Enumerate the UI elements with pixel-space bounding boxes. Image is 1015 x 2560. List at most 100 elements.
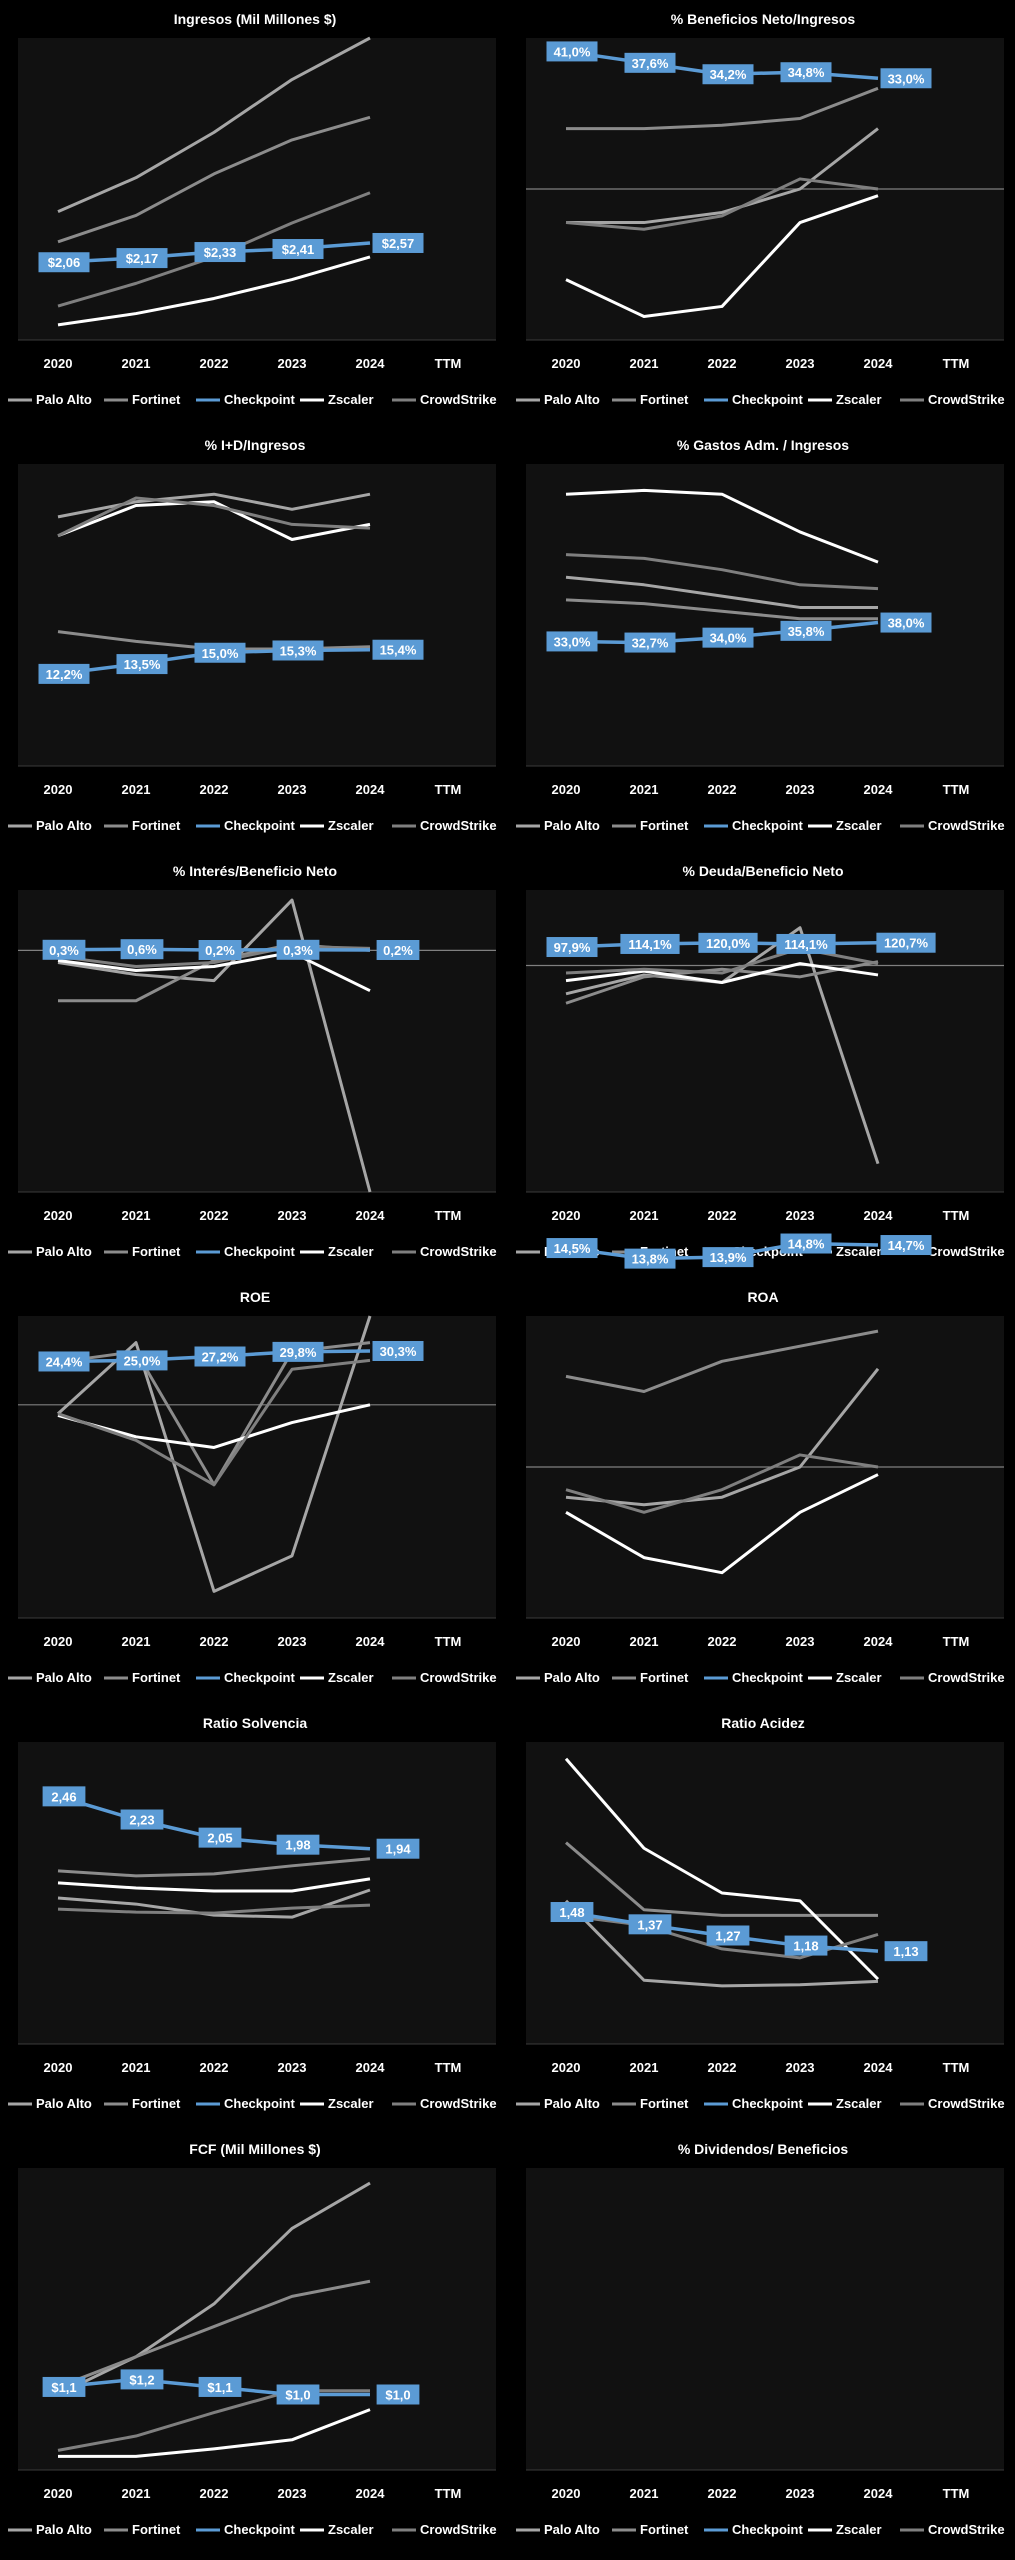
- legend-item-checkpoint: Checkpoint: [196, 1670, 295, 1685]
- data-label: 27,2%: [194, 1346, 246, 1367]
- data-label: 30,3%: [372, 1340, 424, 1361]
- data-label-text: 33,0%: [554, 634, 591, 649]
- series-line-zscaler: [57, 1877, 371, 1893]
- legend-label: Zscaler: [836, 818, 882, 833]
- data-label: $1,2: [120, 2369, 164, 2390]
- data-label-box: [776, 933, 836, 954]
- data-label: 0,2%: [198, 939, 242, 960]
- legend-label: Checkpoint: [224, 2096, 295, 2111]
- data-label-text: 34,8%: [788, 65, 825, 80]
- data-label-text: 14,5%: [554, 1241, 591, 1256]
- legend-label: CrowdStrike: [420, 2522, 497, 2537]
- legend-label: Fortinet: [132, 1670, 181, 1685]
- data-label-text: 0,3%: [283, 943, 313, 958]
- series-line-palo-alto: [56, 1315, 372, 1593]
- legend-label: CrowdStrike: [420, 2096, 497, 2111]
- data-label-box: [194, 242, 246, 263]
- x-tick-label: 2024: [356, 1634, 386, 1649]
- data-label: 14,8%: [780, 1233, 832, 1254]
- series-line-palo-alto: [565, 1367, 880, 1507]
- data-label: 97,9%: [546, 937, 598, 958]
- x-tick-label: 2023: [786, 2486, 815, 2501]
- data-label-text: 2,46: [51, 1789, 76, 1804]
- x-tick-label: 2020: [552, 782, 581, 797]
- data-label-box: [198, 2376, 242, 2397]
- data-label: 14,5%: [546, 1238, 598, 1259]
- x-tick-label: 2021: [122, 1634, 151, 1649]
- legend-label: Zscaler: [836, 2096, 882, 2111]
- data-label: 0,3%: [276, 939, 320, 960]
- data-label: 13,9%: [702, 1247, 754, 1268]
- data-label-box: [42, 1786, 86, 1807]
- legend-item-fortinet: Fortinet: [104, 392, 181, 407]
- data-label-box: [706, 1925, 750, 1946]
- plot-area: [18, 1742, 496, 2044]
- data-label-text: 33,0%: [888, 71, 925, 86]
- data-label: 25,0%: [116, 1350, 168, 1371]
- data-label-box: [550, 1902, 594, 1923]
- data-label-text: 1,98: [285, 1838, 310, 1853]
- data-label: 1,94: [376, 1838, 420, 1859]
- data-label-text: 38,0%: [888, 616, 925, 631]
- legend-item-fortinet: Fortinet: [104, 1244, 181, 1259]
- x-tick-label: 2020: [44, 2486, 73, 2501]
- x-tick-label: 2023: [278, 356, 307, 371]
- x-tick-label: 2023: [278, 782, 307, 797]
- chart-ingresos: Ingresos (Mil Millones $) 2020 2021 2022 202…: [8, 4, 502, 422]
- chart-title: % I+D/Ingresos: [205, 437, 306, 453]
- data-label-text: 120,0%: [706, 936, 751, 951]
- series-line-crowdstrike: [57, 496, 371, 538]
- data-label: 34,2%: [702, 64, 754, 85]
- series-line-zscaler: [564, 1757, 880, 1981]
- legend-label: Palo Alto: [544, 392, 600, 407]
- data-label: 114,1%: [776, 933, 836, 954]
- legend-item-palo-alto: Palo Alto: [8, 1244, 92, 1259]
- legend-label: CrowdStrike: [928, 818, 1005, 833]
- legend-label: Checkpoint: [732, 2522, 803, 2537]
- legend-label: Palo Alto: [36, 1244, 92, 1259]
- x-tick-label: 2024: [864, 356, 894, 371]
- data-label-text: 1,48: [559, 1905, 584, 1920]
- data-label-box: [780, 62, 832, 83]
- legend-label: Checkpoint: [224, 392, 295, 407]
- data-label-box: [546, 1238, 598, 1259]
- data-label-text: $2,17: [126, 251, 159, 266]
- data-label-text: 0,6%: [127, 942, 157, 957]
- legend-item-zscaler: Zscaler: [808, 1670, 882, 1685]
- x-tick-label: 2022: [708, 782, 737, 797]
- series-line-palo-alto: [57, 2181, 371, 2396]
- data-label: $1,1: [198, 2376, 242, 2397]
- x-tick-label: 2024: [864, 782, 894, 797]
- x-tick-label: 2020: [44, 1208, 73, 1223]
- data-label-box: [376, 939, 420, 960]
- x-tick-label: 2020: [44, 2060, 73, 2075]
- data-label-text: 0,2%: [205, 943, 235, 958]
- data-label: 0,2%: [376, 939, 420, 960]
- legend-item-crowdstrike: CrowdStrike: [392, 2096, 497, 2111]
- legend-label: Fortinet: [132, 1244, 181, 1259]
- data-label-text: 1,27: [715, 1929, 740, 1944]
- data-label-box: [276, 939, 320, 960]
- legend-item-fortinet: Fortinet: [612, 1670, 689, 1685]
- data-label-text: 13,8%: [632, 1252, 669, 1267]
- data-label: $2,57: [372, 232, 424, 253]
- data-label-box: [116, 654, 168, 675]
- legend-item-crowdstrike: CrowdStrike: [392, 818, 497, 833]
- data-label: $2,17: [116, 248, 168, 269]
- x-tick-label: 2020: [552, 2060, 581, 2075]
- data-label-text: 114,1%: [784, 937, 828, 952]
- x-tick-label: 2024: [864, 2060, 894, 2075]
- data-label-box: [876, 932, 936, 953]
- series-line-crowdstrike: [57, 1358, 371, 1487]
- data-label-text: 29,8%: [280, 1345, 317, 1360]
- legend-item-palo-alto: Palo Alto: [516, 2096, 600, 2111]
- x-tick-label: 2023: [786, 1208, 815, 1223]
- legend-label: Zscaler: [836, 1244, 882, 1259]
- chart-dividendos: % Dividendos/ Beneficios 2020 2021 2022 2023…: [516, 2134, 1010, 2552]
- data-label-box: [38, 1351, 90, 1372]
- chart-roe: ROE 2020 2021 2022 2023 2024 TTM 24,4% 25,0% 27,2…: [8, 1282, 502, 1700]
- data-label-text: 2,23: [129, 1813, 154, 1828]
- data-label: 34,0%: [702, 627, 754, 648]
- data-label: $1,0: [276, 2384, 320, 2405]
- chart-title: % Deuda/Beneficio Neto: [682, 863, 843, 879]
